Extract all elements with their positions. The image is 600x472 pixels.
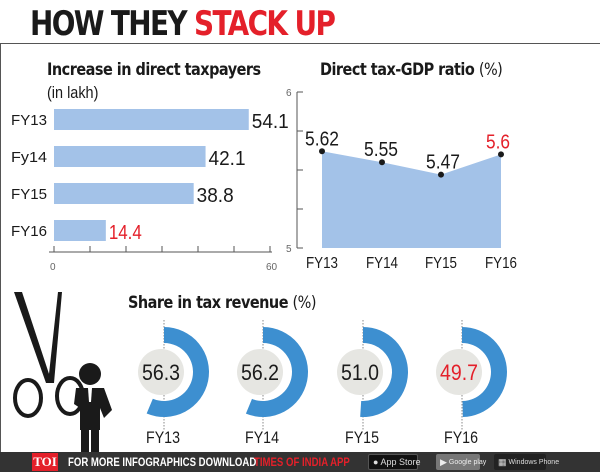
area-chart: 6 5 5.62 FY13 5.55 FY14 5.47 FY15 5.6 FY16 (286, 88, 517, 272)
donut-center (337, 349, 383, 395)
bar-category-label: FY15 (11, 186, 47, 203)
windows-phone-label: Windows Phone (508, 458, 560, 466)
scissors-businessman-illustration (13, 292, 112, 452)
windows-phone-badge[interactable]: ▦ Windows Phone (494, 454, 559, 470)
x-category-label: FY13 (306, 255, 338, 272)
donut-chart-title: Share in tax revenue (%) (128, 293, 317, 313)
google-play-label: Google play (448, 458, 487, 466)
toi-logo[interactable]: TOI (32, 453, 58, 471)
bar-category-label: FY13 (11, 112, 47, 129)
play-icon: ▶ (440, 456, 447, 467)
data-label: 5.47 (426, 152, 460, 174)
x-tick-label: 0 (50, 262, 56, 273)
data-point (379, 159, 385, 166)
donut-segment (462, 327, 507, 417)
x-category-label: FY14 (366, 255, 398, 272)
x-category-label: FY16 (485, 255, 517, 272)
donut-value-label: 56.2 (241, 360, 279, 385)
donut-value-label: 56.3 (142, 360, 180, 385)
bar-chart: FY13 54.1 Fy14 42.1 FY15 38.8 FY16 14.4 0 60 (11, 109, 289, 273)
infographic-title: HOW THEY STACK UP (30, 4, 336, 44)
donut-value-label: 51.0 (341, 360, 379, 385)
data-label: 5.6 (486, 131, 510, 153)
data-label: 5.62 (305, 128, 339, 150)
donut-category-label: FY16 (444, 428, 478, 447)
donut-segment (245, 327, 309, 418)
y-tick-label: 5 (286, 244, 292, 255)
data-point (438, 171, 444, 178)
donut-segment (146, 327, 210, 417)
donut-segment (360, 327, 409, 417)
donut-category-label: FY14 (245, 428, 279, 447)
donut-center (237, 349, 283, 395)
app-store-label: App Store (380, 457, 421, 467)
bar-value-label: 38.8 (197, 185, 234, 207)
bar-value-label: 42.1 (209, 148, 246, 170)
windows-icon: ▦ (498, 456, 507, 467)
x-category-label: FY15 (425, 255, 457, 272)
bar-category-label: Fy14 (11, 149, 47, 166)
footer-bar: TOI FOR MORE INFOGRAPHICS DOWNLOAD TIMES… (0, 452, 600, 472)
title-part-black: HOW THEY (30, 4, 195, 44)
bar (54, 183, 194, 204)
donut-value-label: 49.7 (440, 360, 478, 385)
area-fill (322, 151, 501, 248)
data-label: 5.55 (364, 139, 398, 161)
area-chart-title-text: Direct tax-GDP ratio (320, 60, 475, 80)
google-play-badge[interactable]: ▶ Google play (436, 454, 486, 470)
area-chart-title: Direct tax-GDP ratio (%) (320, 60, 503, 80)
bar-chart-subtitle: (in lakh) (47, 83, 99, 102)
bar (54, 220, 106, 241)
bar-value-label: 14.4 (109, 222, 142, 244)
left-border (0, 43, 1, 453)
footer-app-name[interactable]: TIMES OF INDIA APP (254, 455, 350, 469)
area-chart-unit: (%) (478, 60, 503, 80)
bar-value-label: 54.1 (252, 111, 289, 133)
bar (54, 146, 206, 167)
donut-chart-unit: (%) (292, 293, 317, 313)
title-part-red: STACK UP (194, 4, 336, 44)
bar (54, 109, 249, 130)
data-point (498, 151, 504, 158)
donut-category-label: FY15 (345, 428, 379, 447)
app-store-badge[interactable]: ● App Store (368, 454, 421, 470)
data-point (319, 148, 325, 155)
donut-chart-title-text: Share in tax revenue (128, 293, 289, 313)
apple-icon: ● (373, 457, 379, 467)
bar-chart-title: Increase in direct taxpayers (47, 60, 261, 80)
bar-category-label: FY16 (11, 223, 47, 240)
donut-center (138, 349, 184, 395)
charts-canvas: FY13 54.1 Fy14 42.1 FY15 38.8 FY16 14.4 0 60 6 5 5.… (11, 88, 517, 452)
donut-center (436, 349, 482, 395)
y-tick-label: 6 (286, 88, 292, 99)
donut-category-label: FY13 (146, 428, 180, 447)
x-tick-label: 60 (266, 262, 278, 273)
title-divider (0, 43, 600, 44)
footer-promo-text: FOR MORE INFOGRAPHICS DOWNLOAD (68, 455, 257, 469)
donut-chart: 56.3 FY13 56.2 FY14 51.0 FY15 49.7 FY16 (138, 320, 507, 447)
